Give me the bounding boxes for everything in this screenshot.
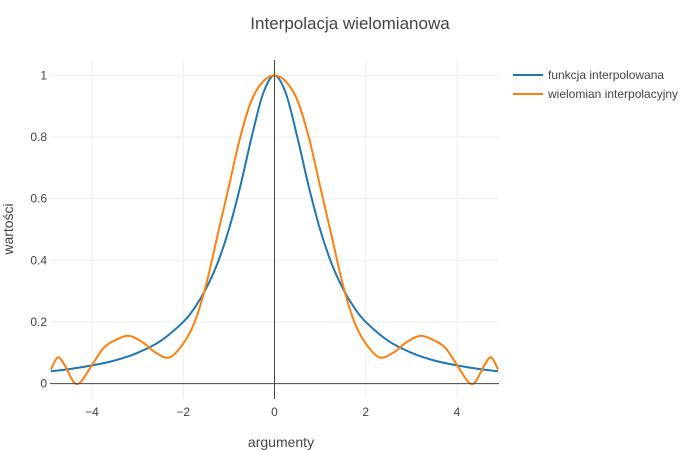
legend-label: funkcja interpolowana xyxy=(548,68,664,82)
legend-label: wielomian interpolacyjny xyxy=(547,87,678,101)
y-tick-label: 0.4 xyxy=(30,253,47,267)
y-tick-label: 0 xyxy=(40,377,47,391)
x-axis-title: argumenty xyxy=(248,434,314,450)
chart-title: Interpolacja wielomianowa xyxy=(250,14,450,33)
legend-item-2[interactable]: wielomian interpolacyjny xyxy=(513,87,678,101)
y-tick-label: 0.2 xyxy=(30,315,47,329)
axes: −4 −2 0 2 4 0 0.2 0.4 0.6 0.8 1 xyxy=(30,60,499,419)
legend[interactable]: funkcja interpolowana wielomian interpola… xyxy=(513,68,678,101)
x-tick-label: 4 xyxy=(454,405,461,419)
x-tick-label: 2 xyxy=(362,405,369,419)
x-tick-label: −4 xyxy=(85,405,99,419)
y-tick-label: 0.8 xyxy=(30,130,47,144)
x-tick-label: 0 xyxy=(271,405,278,419)
x-tick-label: −2 xyxy=(176,405,190,419)
y-axis-title: wartości xyxy=(0,203,16,255)
legend-item-1[interactable]: funkcja interpolowana xyxy=(513,68,664,82)
y-tick-label: 1 xyxy=(40,68,47,82)
y-tick-label: 0.6 xyxy=(30,192,47,206)
